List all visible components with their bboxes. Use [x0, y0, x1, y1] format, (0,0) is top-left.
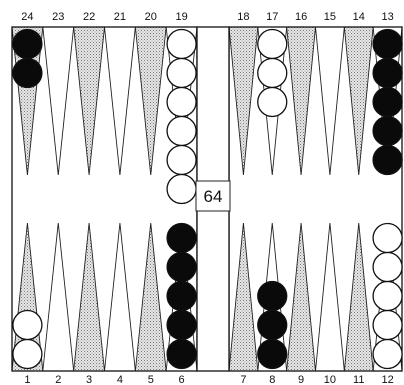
- point-label-5: 5: [148, 374, 154, 385]
- doubling-cube-value: 64: [204, 187, 223, 206]
- doubling-cube[interactable]: 64: [195, 180, 231, 212]
- checker-black-point-6[interactable]: [166, 309, 197, 341]
- checker-white-point-1[interactable]: [12, 338, 43, 370]
- point-label-17: 17: [266, 11, 278, 23]
- point-21[interactable]: [104, 26, 136, 176]
- checker-black-point-6[interactable]: [166, 280, 197, 312]
- point-label-16: 16: [295, 11, 307, 23]
- point-label-23: 23: [52, 11, 64, 23]
- point-label-24: 24: [21, 11, 33, 23]
- point-label-7: 7: [240, 374, 246, 385]
- checker-black-point-6[interactable]: [166, 251, 197, 283]
- checker-white-point-12[interactable]: [372, 280, 403, 312]
- checker-white-point-19[interactable]: [166, 144, 197, 176]
- point-label-11: 11: [353, 374, 364, 385]
- point-label-21: 21: [114, 11, 126, 23]
- point-label-6: 6: [179, 374, 185, 385]
- point-9[interactable]: [286, 222, 316, 372]
- checker-black-point-6[interactable]: [166, 338, 197, 370]
- checker-black-point-13[interactable]: [372, 28, 403, 60]
- checker-black-point-8[interactable]: [257, 280, 288, 312]
- doubling-cube-box[interactable]: [195, 180, 231, 212]
- point-label-22: 22: [83, 11, 95, 23]
- checker-white-point-19[interactable]: [166, 57, 197, 89]
- checker-black-point-13[interactable]: [372, 115, 403, 147]
- checker-white-point-12[interactable]: [372, 309, 403, 341]
- point-label-19: 19: [175, 11, 187, 23]
- point-label-12: 12: [381, 374, 393, 385]
- point-4[interactable]: [104, 222, 136, 372]
- point-label-20: 20: [145, 11, 157, 23]
- checker-black-point-24[interactable]: [12, 57, 43, 89]
- checker-black-point-13[interactable]: [372, 57, 403, 89]
- point-14[interactable]: [343, 26, 374, 176]
- checker-white-point-19[interactable]: [166, 28, 197, 60]
- point-3[interactable]: [73, 222, 105, 372]
- point-label-13: 13: [381, 11, 393, 23]
- checker-white-point-12[interactable]: [372, 251, 403, 283]
- checker-white-point-19[interactable]: [166, 86, 197, 118]
- point-label-14: 14: [353, 11, 365, 23]
- point-label-18: 18: [237, 11, 249, 23]
- point-label-3: 3: [86, 374, 92, 385]
- checker-white-point-19[interactable]: [166, 173, 197, 205]
- checker-white-point-12[interactable]: [372, 338, 403, 370]
- point-18[interactable]: [228, 26, 259, 176]
- checker-black-point-24[interactable]: [12, 28, 43, 60]
- point-22[interactable]: [73, 26, 105, 176]
- checker-white-point-17[interactable]: [257, 57, 288, 89]
- point-label-1: 1: [24, 374, 30, 385]
- point-11[interactable]: [343, 222, 374, 372]
- checker-black-point-8[interactable]: [257, 309, 288, 341]
- point-5[interactable]: [134, 222, 167, 372]
- checker-white-point-1[interactable]: [12, 309, 43, 341]
- checker-white-point-19[interactable]: [166, 115, 197, 147]
- checkers-layer: [12, 28, 403, 370]
- point-label-15: 15: [324, 11, 336, 23]
- point-23[interactable]: [42, 26, 75, 176]
- point-label-4: 4: [117, 374, 123, 385]
- point-15[interactable]: [315, 26, 345, 176]
- point-16[interactable]: [286, 26, 316, 176]
- point-20[interactable]: [134, 26, 167, 176]
- point-label-9: 9: [298, 374, 304, 385]
- checker-white-point-17[interactable]: [257, 86, 288, 118]
- checker-white-point-12[interactable]: [372, 222, 403, 254]
- labels-layer: 24 23 22 21 20 19 18 17 16 15 14 131 2 3 4 5 6 7 8 9 10 11 12: [21, 11, 393, 385]
- point-2[interactable]: [42, 222, 75, 372]
- point-label-10: 10: [324, 374, 336, 385]
- point-10[interactable]: [315, 222, 345, 372]
- checker-black-point-8[interactable]: [257, 338, 288, 370]
- checker-black-point-13[interactable]: [372, 86, 403, 118]
- checker-black-point-13[interactable]: [372, 144, 403, 176]
- point-label-8: 8: [269, 374, 275, 385]
- point-label-2: 2: [55, 374, 61, 385]
- point-7[interactable]: [228, 222, 259, 372]
- checker-black-point-6[interactable]: [166, 222, 197, 254]
- checker-white-point-17[interactable]: [257, 28, 288, 60]
